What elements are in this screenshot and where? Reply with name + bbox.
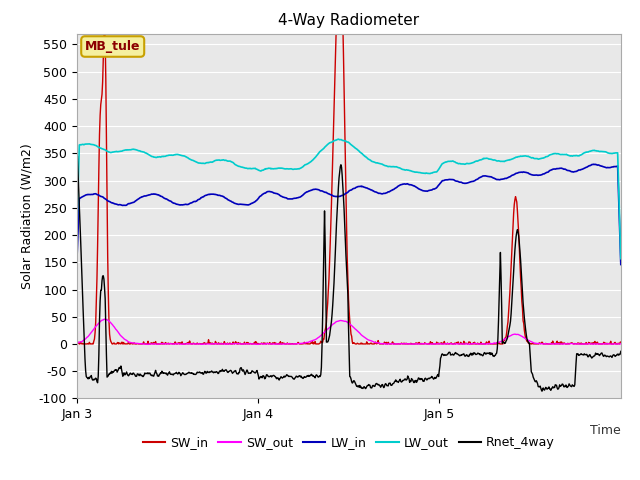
SW_in: [513, 208, 521, 214]
SW_out: [617, 341, 625, 347]
SW_in: [73, 340, 81, 346]
Legend: SW_in, SW_out, LW_in, LW_out, Rnet_4way: SW_in, SW_out, LW_in, LW_out, Rnet_4way: [138, 431, 560, 454]
SW_out: [513, 332, 521, 337]
Line: LW_out: LW_out: [77, 139, 621, 259]
LW_out: [335, 136, 342, 142]
Line: Rnet_4way: Rnet_4way: [77, 156, 621, 391]
LW_in: [381, 191, 389, 196]
LW_out: [201, 161, 209, 167]
LW_in: [617, 262, 625, 267]
Rnet_4way: [301, 374, 308, 380]
Text: Time: Time: [590, 424, 621, 437]
Title: 4-Way Radiometer: 4-Way Radiometer: [278, 13, 419, 28]
Rnet_4way: [617, 348, 625, 354]
LW_out: [300, 163, 308, 168]
SW_in: [74, 341, 81, 347]
Rnet_4way: [93, 379, 101, 384]
Rnet_4way: [202, 369, 209, 375]
LW_out: [271, 166, 278, 171]
SW_out: [466, 341, 474, 347]
SW_in: [301, 339, 308, 345]
SW_out: [73, 340, 81, 346]
LW_out: [382, 163, 390, 168]
SW_out: [100, 316, 108, 322]
Line: SW_out: SW_out: [77, 319, 621, 344]
Rnet_4way: [271, 374, 279, 380]
SW_in: [383, 339, 390, 345]
LW_in: [73, 260, 81, 266]
Rnet_4way: [538, 388, 546, 394]
SW_in: [271, 341, 279, 347]
SW_in: [202, 341, 209, 347]
LW_in: [590, 161, 598, 167]
SW_in: [93, 276, 101, 281]
LW_out: [93, 143, 100, 149]
SW_in: [617, 339, 625, 345]
SW_out: [301, 340, 308, 346]
SW_out: [271, 341, 279, 347]
SW_out: [93, 323, 100, 329]
Line: LW_in: LW_in: [77, 164, 621, 264]
Rnet_4way: [382, 381, 390, 386]
LW_in: [271, 190, 278, 196]
Rnet_4way: [513, 229, 520, 235]
Text: MB_tule: MB_tule: [85, 40, 140, 53]
LW_in: [300, 191, 308, 197]
SW_out: [202, 341, 209, 347]
LW_out: [513, 154, 520, 160]
LW_in: [201, 193, 209, 199]
LW_in: [93, 191, 100, 197]
LW_out: [73, 231, 81, 237]
Y-axis label: Solar Radiation (W/m2): Solar Radiation (W/m2): [20, 143, 33, 289]
LW_out: [617, 256, 625, 262]
Rnet_4way: [74, 153, 81, 159]
SW_out: [382, 341, 390, 347]
Rnet_4way: [73, 210, 81, 216]
Line: SW_in: SW_in: [77, 0, 621, 344]
LW_in: [513, 170, 520, 176]
